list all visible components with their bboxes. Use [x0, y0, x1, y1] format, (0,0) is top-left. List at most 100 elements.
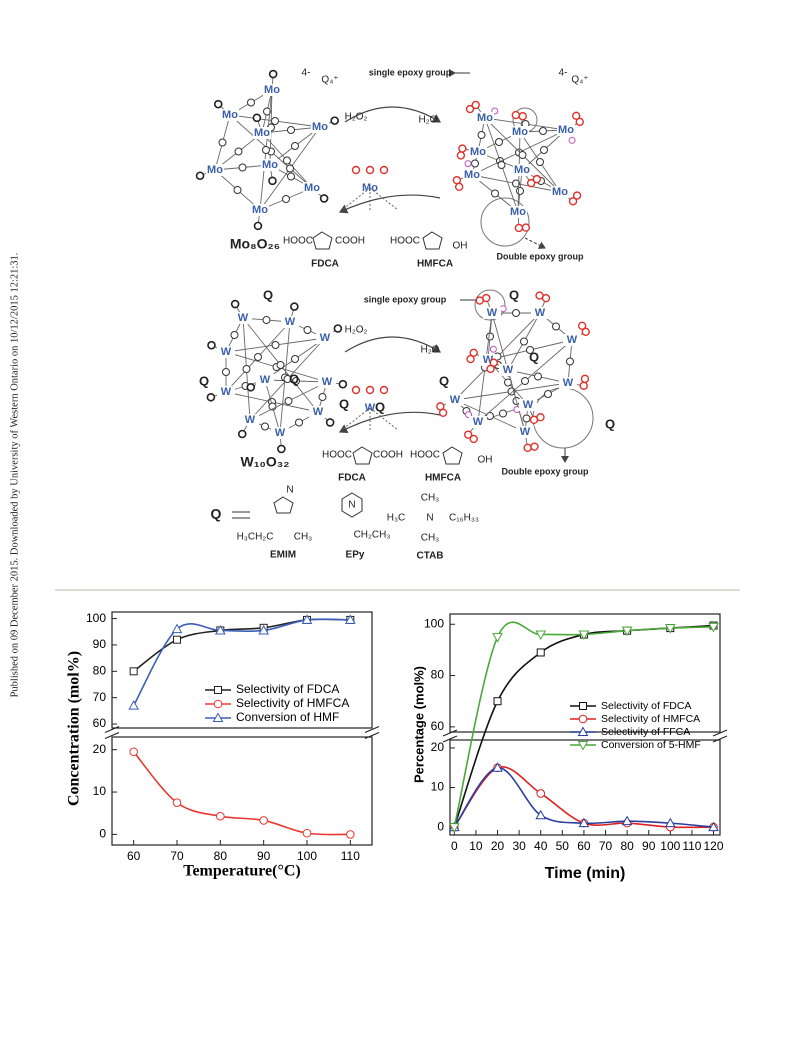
atom-bg: [316, 332, 334, 344]
y-tick-label: 80: [93, 663, 107, 677]
epoxy-oxygen: [379, 385, 389, 395]
terminal-oxygen: [268, 176, 277, 186]
terminal-oxygen: [213, 99, 223, 109]
break-gap: [104, 729, 120, 736]
oxygen: [521, 377, 529, 385]
marker: [664, 817, 676, 828]
oxygen: [234, 147, 243, 156]
atom: W: [320, 332, 331, 344]
oxygen: [536, 158, 544, 166]
marker: [214, 686, 222, 694]
epoxy-oxygen: [514, 223, 524, 233]
oxygen: [276, 361, 285, 369]
y-tick-label: 100: [424, 616, 444, 630]
oxygen: [552, 322, 560, 331]
y-tick-label: 10: [431, 780, 445, 794]
atom-bg: [551, 186, 569, 198]
epoxy-oxygen: [365, 385, 375, 395]
atom-bg: [309, 406, 327, 418]
diagram-label: HMFCA: [425, 473, 461, 484]
marker: [212, 712, 224, 722]
epoxy-oxygen: [466, 354, 475, 364]
oxygen: [499, 409, 507, 418]
oxygen: [471, 159, 479, 168]
break-gap: [442, 733, 458, 739]
axis-break: [364, 725, 380, 734]
atom-bg: [303, 182, 321, 194]
oxygen: [247, 98, 255, 107]
oxygen: [318, 393, 327, 401]
oxygen: [522, 414, 531, 423]
x-tick-label: 0: [451, 839, 458, 853]
y-tick-label: 10: [93, 784, 107, 798]
marker: [492, 762, 503, 772]
atom: W: [523, 399, 534, 411]
x-tick-label: 60: [127, 849, 141, 863]
x-tick-label: 90: [257, 849, 271, 863]
oxygen: [477, 131, 486, 139]
oxygen: [254, 353, 262, 361]
marker: [172, 798, 182, 807]
epoxy-oxygen: [463, 430, 473, 439]
terminal-oxygen: [325, 418, 335, 427]
peroxo-oxygen: [513, 405, 521, 413]
atom-bg: [271, 427, 289, 439]
y-tick-label: 60: [431, 719, 445, 733]
diagram-label: HOOC: [410, 450, 440, 461]
diagram-label: HOOC: [283, 236, 313, 247]
atom-bg: [446, 394, 464, 406]
diagram-label: Q₄⁺: [571, 75, 588, 86]
x-tick-label: 80: [214, 849, 228, 863]
diagram-label: H₂O: [421, 345, 440, 356]
x-tick-label: 30: [512, 839, 526, 853]
bond: [341, 187, 371, 211]
atom: W: [487, 307, 498, 319]
bond: [341, 407, 371, 431]
break-gap: [364, 729, 380, 736]
marker: [578, 817, 590, 828]
x-tick-label: 120: [704, 839, 724, 853]
terminal-oxygen: [237, 429, 247, 439]
legend-label: Conversion of HMF: [236, 710, 339, 724]
atom-bg: [241, 414, 259, 426]
diagram-label: Q: [439, 373, 449, 388]
diagram-label: FDCA: [311, 259, 339, 270]
arrow: [338, 411, 441, 433]
marker: [344, 614, 356, 624]
series-line: [133, 751, 351, 836]
oxygen: [512, 179, 520, 188]
break-gap: [712, 733, 728, 739]
epoxy-oxygen: [530, 442, 539, 451]
terminal-oxygen: [253, 221, 263, 231]
peroxo-oxygen: [464, 160, 472, 168]
y-tick-label: 100: [86, 611, 106, 625]
marker: [708, 821, 719, 832]
terminal-oxygen: [252, 113, 262, 123]
marker: [346, 830, 355, 839]
terminal-oxygen: [277, 444, 286, 454]
oxygen: [282, 195, 290, 203]
marker: [708, 622, 719, 633]
marker: [664, 624, 676, 634]
oxygen: [534, 372, 542, 381]
epoxy-oxygen: [365, 165, 375, 175]
x-tick-label: 80: [620, 839, 634, 853]
diagram-label: CH₂CH₃: [354, 530, 391, 541]
diagram-label: HOOC: [390, 236, 420, 247]
atom-bg: [221, 109, 239, 121]
plot-frame: [111, 611, 373, 729]
epoxy-oxygen: [469, 434, 478, 444]
epoxy-oxygen: [518, 112, 527, 121]
atom: Mo: [252, 204, 268, 216]
oxygen: [539, 127, 547, 135]
diagram-label: N: [286, 485, 293, 496]
epoxy-oxygen: [532, 174, 542, 184]
oxygen: [295, 418, 303, 427]
terminal-oxygen: [268, 69, 278, 79]
oxygen: [284, 397, 293, 405]
x-tick-label: 70: [170, 849, 184, 863]
oxygen: [262, 146, 270, 154]
atom: Mo: [558, 124, 574, 136]
terminal-oxygen: [338, 379, 348, 389]
y-tick-label: 0: [99, 827, 106, 841]
